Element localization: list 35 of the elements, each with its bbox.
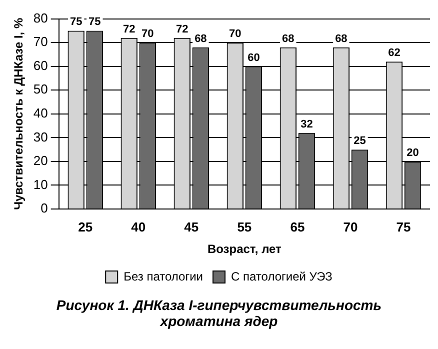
y-tick-label: 70 [33,34,48,50]
x-tick-label: 25 [78,219,93,234]
x-tick-label: 70 [343,219,358,234]
legend-label: С патологией УЭЗ [231,269,332,284]
y-tick-label: 30 [33,129,48,144]
data-label: 70 [142,28,154,40]
x-tick-label: 45 [184,219,199,234]
x-axis-title: Возраст, лет [207,242,282,256]
x-tick-label: 75 [396,219,411,234]
x-tick-label: 40 [131,219,146,234]
data-label: 72 [122,23,136,36]
data-label: 32 [300,118,313,130]
data-label: 68 [194,32,207,45]
legend-label: Без патологии [124,269,204,284]
data-label: 70 [229,28,242,40]
y-tick-label: 10 [33,176,48,192]
data-label: 68 [282,32,294,45]
y-tick-label: 60 [33,58,48,73]
text: Рисунок 1. ДНКаза I-гиперчувствительность хроматина ядер [55,297,383,329]
data-label: 75 [88,16,101,28]
data-label: 62 [388,47,400,60]
x-tick-label: 65 [290,219,305,234]
data-label: 75 [70,16,82,28]
y-axis-title: Чувствительность к ДНКазе I, % [12,18,26,210]
data-label: 25 [354,135,366,148]
data-label: 20 [406,146,419,159]
data-label: 60 [248,52,260,64]
x-tick-label: 55 [237,219,252,234]
data-label: 68 [335,32,348,45]
data-label: 72 [176,23,188,36]
y-tick-label: 50 [33,82,48,97]
y-tick-label: 20 [33,153,48,168]
y-tick-label: 40 [33,105,48,120]
y-tick-label: 80 [33,10,48,26]
y-tick-label: 0 [40,200,48,216]
